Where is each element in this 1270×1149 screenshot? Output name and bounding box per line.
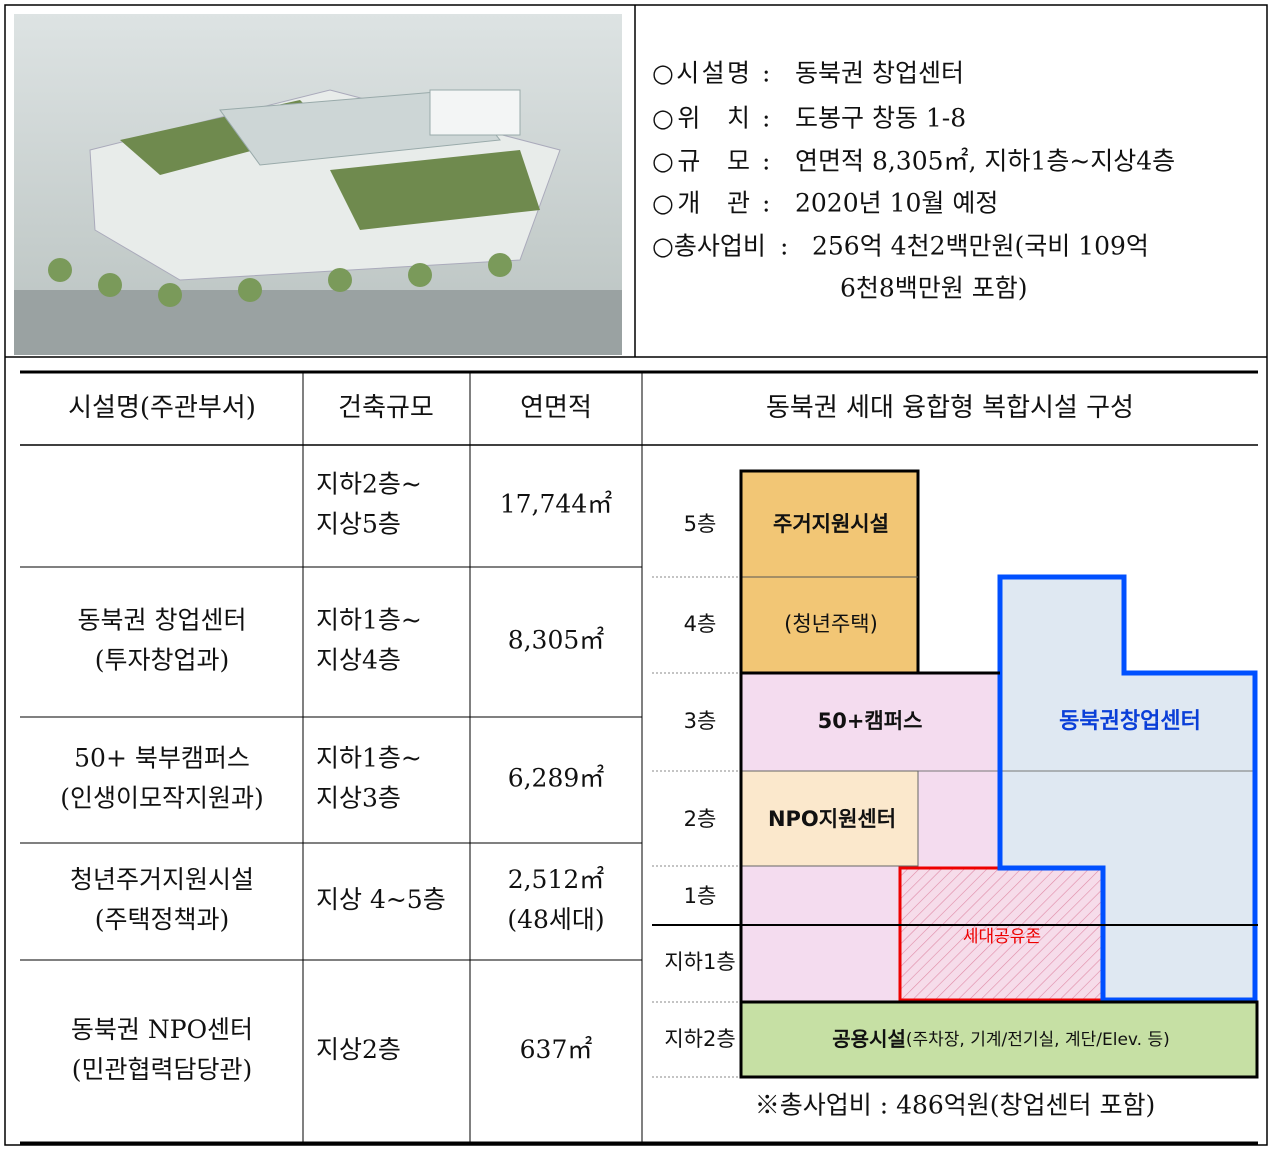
info-label: ○총사업비 xyxy=(652,232,766,261)
table-lines xyxy=(20,370,1258,1145)
info-value: 동북권 창업센터 xyxy=(795,59,964,88)
cell-scale: 지상 4~5층 xyxy=(316,885,446,914)
info-value: 도봉구 창동 1-8 xyxy=(795,104,966,133)
info-value: 연면적 8,305㎡, 지하1층~지상4층 xyxy=(795,147,1175,176)
info-separator: : xyxy=(762,104,770,133)
cell-area: 2,512㎡ xyxy=(508,865,605,894)
frame xyxy=(4,4,1268,1146)
block-label: 동북권창업센터 xyxy=(1059,709,1201,734)
block-label: NPO지원센터 xyxy=(768,807,896,831)
info-separator: : xyxy=(780,232,788,261)
floor-label: 2층 xyxy=(684,807,717,831)
floor-label: 지하2층 xyxy=(664,1027,735,1051)
cell-scale: 지상5층 xyxy=(316,510,401,539)
block-note: (주차장, 기계/전기실, 계단/Elev. 등) xyxy=(906,1030,1170,1050)
floor-label: 4층 xyxy=(684,612,717,636)
floor-label: 1층 xyxy=(684,884,717,908)
table-header: 동북권 세대 융합형 복합시설 구성 xyxy=(766,393,1134,423)
cell-scale: 지하2층~ xyxy=(316,470,422,499)
info-separator: : xyxy=(762,189,770,218)
floor-label: 3층 xyxy=(684,709,717,733)
floor-label: 지하1층 xyxy=(664,950,735,974)
block-label: 주거지원시설 xyxy=(773,512,889,536)
block-label: 세대공유존 xyxy=(963,927,1041,947)
cell-name: (민관협력담당관) xyxy=(72,1055,253,1084)
cell-scale: 지하1층~ xyxy=(316,606,422,635)
cell-name: 동북권 NPO센터 xyxy=(71,1015,253,1044)
cell-area: 8,305㎡ xyxy=(508,626,605,655)
cell-scale: 지상3층 xyxy=(316,784,401,813)
info-label: ○규 모 xyxy=(652,147,750,176)
cell-name: 50+ 북부캠퍼스 xyxy=(74,744,250,773)
table-header: 연면적 xyxy=(520,393,592,423)
cell-area: 17,744㎡ xyxy=(500,490,612,519)
table-header: 시설명(주관부서) xyxy=(68,393,256,423)
info-separator: : xyxy=(762,147,770,176)
floor-label: 5층 xyxy=(684,512,717,536)
info-label: ○개 관 xyxy=(652,189,750,218)
cell-name: (주택정책과) xyxy=(95,905,230,934)
block-label: 공용시설(주차장, 기계/전기실, 계단/Elev. 등) xyxy=(832,1027,1169,1051)
cell-name: 청년주거지원시설 xyxy=(70,865,254,894)
cell-area: 6,289㎡ xyxy=(508,764,605,793)
info-value: 6천8백만원 포함) xyxy=(840,274,1028,303)
info-value: 256억 4천2백만원(국비 109억 xyxy=(812,232,1149,261)
info-label: ○위 치 xyxy=(652,104,750,133)
footer: ※총사업비 : 486억원(창업센터 포함) xyxy=(755,1091,1156,1120)
cell-name: (투자창업과) xyxy=(95,646,230,675)
cell-name: 동북권 창업센터 xyxy=(78,606,247,635)
table-header: 건축규모 xyxy=(338,393,434,423)
diagram xyxy=(652,469,1259,1079)
cell-area: 637㎡ xyxy=(520,1035,593,1064)
info-value: 2020년 10월 예정 xyxy=(795,189,998,218)
cell-name: (인생이모작지원과) xyxy=(60,784,264,813)
block-label: (청년주택) xyxy=(784,612,878,636)
cell-scale: 지상2층 xyxy=(316,1035,401,1064)
cell-scale: 지상4층 xyxy=(316,646,401,675)
building-image xyxy=(14,14,622,355)
cell-area: (48세대) xyxy=(507,905,604,934)
block-label: 50+캠퍼스 xyxy=(818,709,923,733)
cell-scale: 지하1층~ xyxy=(316,744,422,773)
info-label: ○시설명 xyxy=(652,59,750,88)
info-separator: : xyxy=(762,59,770,88)
block-label: 공용시설 xyxy=(832,1027,906,1051)
